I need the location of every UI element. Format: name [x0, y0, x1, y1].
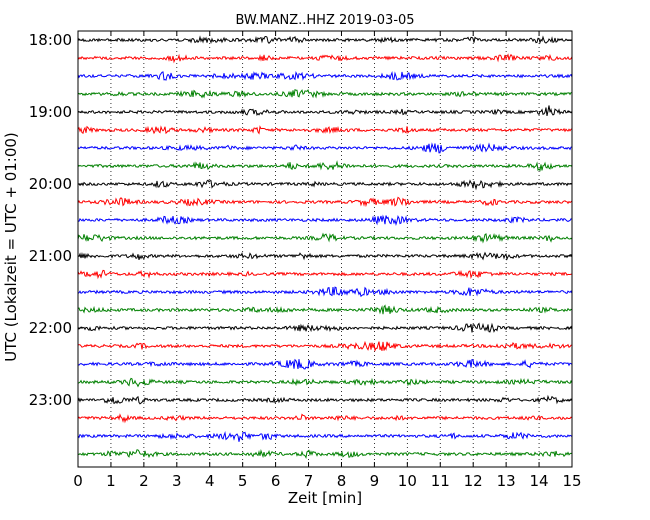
x-tick-label: 2 — [139, 472, 149, 490]
seismic-trace-17 — [77, 322, 573, 333]
seismic-trace-21 — [77, 394, 573, 405]
x-tick-label: 10 — [398, 472, 417, 490]
seismic-trace-2 — [77, 53, 573, 64]
y-tick-label: 21:00 — [29, 247, 72, 265]
x-tick-label: 5 — [238, 472, 248, 490]
seismic-trace-10 — [77, 196, 573, 208]
seismic-trace-9 — [77, 179, 573, 191]
seismic-trace-24 — [77, 448, 573, 459]
seismic-trace-4 — [77, 88, 573, 99]
y-tick-label: 19:00 — [29, 103, 72, 121]
seismic-trace-8 — [77, 160, 573, 172]
y-tick-label: 18:00 — [29, 31, 72, 49]
seismic-trace-23 — [77, 431, 573, 442]
x-axis-label: Zeit [min] — [288, 489, 362, 507]
y-tick-label: 20:00 — [29, 175, 72, 193]
seismic-trace-5 — [77, 105, 573, 117]
seismic-trace-15 — [77, 286, 573, 298]
x-tick-label: 7 — [304, 472, 314, 490]
x-tick-label: 15 — [562, 472, 581, 490]
x-tick-label: 12 — [464, 472, 483, 490]
y-tick-label: 22:00 — [29, 319, 72, 337]
trace-group — [77, 35, 573, 459]
chart-title: BW.MANZ..HHZ 2019-03-05 — [235, 13, 414, 28]
seismic-trace-20 — [77, 377, 573, 388]
seismic-trace-6 — [77, 125, 573, 135]
seismic-trace-13 — [77, 251, 573, 261]
x-tick-label: 3 — [172, 472, 182, 490]
seismic-trace-11 — [77, 214, 573, 227]
x-tick-label: 4 — [205, 472, 215, 490]
x-tick-label: 11 — [431, 472, 450, 490]
x-axis: 0 1 2 3 4 5 6 7 8 9 10 11 12 13 14 15 — [73, 31, 582, 490]
plot-frame — [77, 30, 573, 468]
y-tick-label: 23:00 — [29, 391, 72, 409]
seismic-trace-7 — [77, 142, 573, 154]
seismic-trace-1 — [77, 35, 573, 45]
x-tick-label: 9 — [370, 472, 380, 490]
x-tick-label: 8 — [337, 472, 347, 490]
seismic-trace-19 — [77, 358, 573, 370]
seismic-trace-16 — [77, 304, 573, 315]
seismic-trace-14 — [77, 269, 573, 280]
x-tick-label: 1 — [106, 472, 116, 490]
seismic-trace-12 — [77, 232, 573, 244]
grid-lines — [110, 31, 540, 467]
seismic-trace-22 — [77, 413, 573, 424]
seismic-trace-18 — [77, 340, 573, 353]
x-tick-label: 0 — [73, 472, 83, 490]
y-axis-label: UTC (Lokalzeit = UTC + 01:00) — [2, 132, 20, 362]
seismic-trace-3 — [77, 71, 573, 81]
x-tick-label: 13 — [497, 472, 516, 490]
y-axis: 18:00 19:00 20:00 21:00 22:00 23:00 — [29, 31, 572, 409]
x-tick-label: 6 — [271, 472, 281, 490]
x-tick-label: 14 — [530, 472, 549, 490]
